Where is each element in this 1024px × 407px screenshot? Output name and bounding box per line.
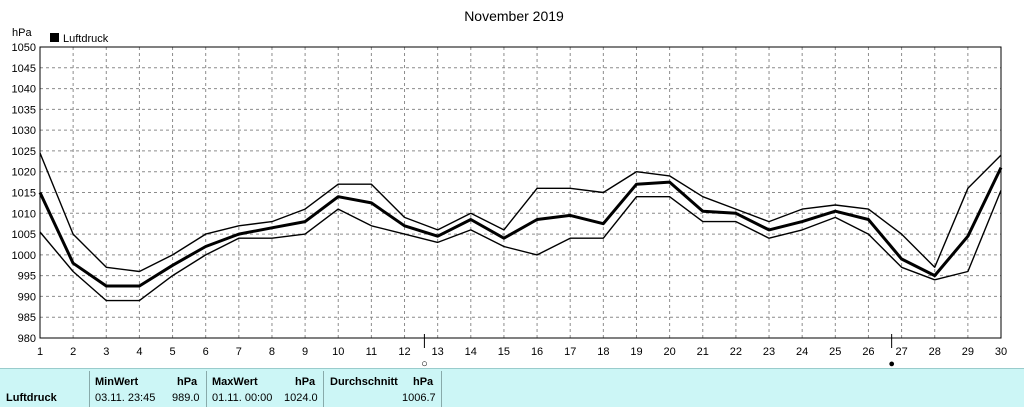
y-tick-label: 1005	[12, 229, 36, 241]
x-tick-label: 14	[465, 346, 477, 358]
x-tick-label: 2	[70, 346, 76, 358]
statistics-panel: Luftdruck MinWert hPa 03.11. 23:45 989.0…	[0, 368, 1024, 407]
min-time: 03.11. 23:45	[95, 392, 156, 404]
y-tick-label: 1050	[12, 42, 36, 54]
x-tick-label: 13	[432, 346, 444, 358]
series-line-max	[39, 152, 1002, 273]
y-tick-label: 1000	[12, 250, 36, 262]
x-tick-label: 11	[366, 346, 377, 358]
x-tick-label: 17	[564, 346, 576, 358]
x-tick-label: 20	[663, 346, 675, 358]
x-tick-label: 12	[398, 346, 410, 358]
max-header: MaxWert	[212, 376, 258, 388]
x-tick-label: 29	[962, 346, 974, 358]
y-tick-label: 1010	[12, 208, 36, 220]
x-tick-label: 5	[169, 346, 175, 358]
x-tick-label: 4	[136, 346, 142, 358]
moon-phase-new-moon-icon: ●	[888, 358, 895, 368]
x-tick-label: 7	[236, 346, 242, 358]
chart-title: November 2019	[464, 8, 564, 24]
min-unit: hPa	[177, 376, 198, 388]
min-value: 989.0	[172, 392, 200, 404]
x-tick-label: 24	[796, 346, 808, 358]
pressure-chart: November 2019 hPa Luftdruck 980985990995…	[12, 8, 1008, 368]
max-value: 1024.0	[284, 392, 318, 404]
x-tick-label: 3	[103, 346, 109, 358]
x-tick-label: 6	[203, 346, 209, 358]
y-tick-label: 1035	[12, 104, 36, 116]
x-tick-label: 26	[862, 346, 874, 358]
max-time: 01.11. 00:00	[212, 392, 273, 404]
x-tick-label: 21	[697, 346, 709, 358]
x-tick-label: 28	[929, 346, 941, 358]
x-tick-label: 18	[597, 346, 609, 358]
y-tick-label: 985	[18, 312, 36, 324]
x-tick-label: 23	[763, 346, 775, 358]
x-tick-label: 1	[37, 346, 43, 358]
legend-swatch	[50, 33, 59, 42]
min-header: MinWert	[95, 376, 139, 388]
series-line-avg	[38, 166, 1003, 288]
x-tick-label: 15	[498, 346, 510, 358]
stats-row-label: Luftdruck	[6, 392, 57, 404]
y-tick-label: 1040	[12, 84, 36, 96]
avg-value: 1006.7	[402, 392, 436, 404]
y-tick-label: 1020	[12, 167, 36, 179]
series-line-min	[39, 190, 1002, 302]
avg-unit: hPa	[413, 376, 434, 388]
x-tick-label: 22	[730, 346, 742, 358]
x-tick-label: 16	[531, 346, 543, 358]
avg-header: Durchschnitt	[330, 376, 398, 388]
y-tick-label: 1015	[12, 188, 36, 200]
y-axis-unit: hPa	[12, 27, 32, 39]
y-tick-label: 1045	[12, 63, 36, 75]
y-tick-label: 980	[18, 333, 36, 345]
y-tick-label: 990	[18, 291, 36, 303]
x-tick-label: 30	[995, 346, 1007, 358]
y-tick-label: 1025	[12, 146, 36, 158]
y-tick-label: 1030	[12, 125, 36, 137]
x-tick-label: 9	[302, 346, 308, 358]
max-unit: hPa	[295, 376, 316, 388]
x-tick-label: 27	[895, 346, 907, 358]
legend-label: Luftdruck	[63, 33, 109, 45]
x-tick-label: 25	[829, 346, 841, 358]
x-tick-label: 19	[630, 346, 642, 358]
moon-phase-first-quarter-icon: ○	[421, 358, 428, 368]
x-tick-label: 8	[269, 346, 275, 358]
y-tick-label: 995	[18, 271, 36, 283]
x-tick-label: 10	[332, 346, 344, 358]
